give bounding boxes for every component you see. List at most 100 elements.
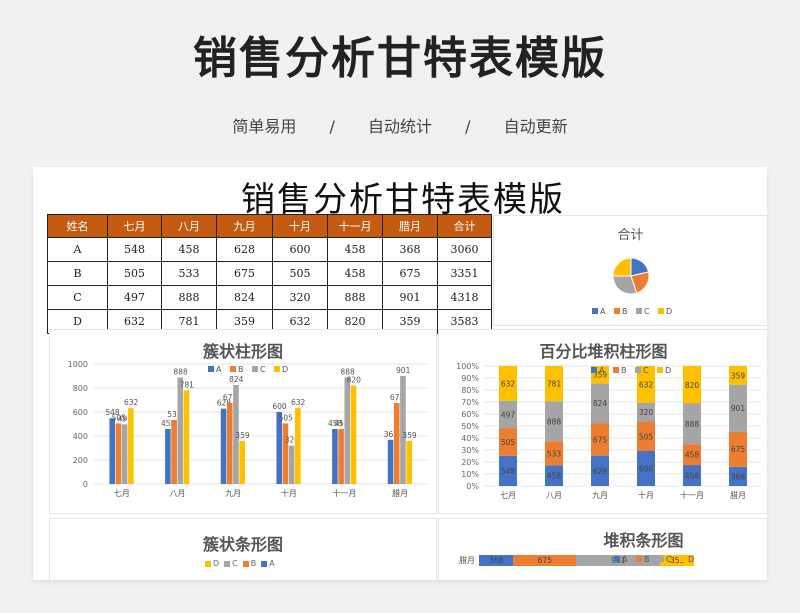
- table-cell[interactable]: 628: [216, 237, 273, 262]
- table-cell[interactable]: 533: [161, 261, 217, 286]
- data-label: 820: [685, 381, 700, 390]
- table-cell[interactable]: 320: [272, 285, 328, 310]
- bar: [165, 429, 171, 484]
- table-cell[interactable]: 675: [216, 261, 273, 286]
- table-cell[interactable]: 497: [107, 285, 162, 310]
- x-tick-label: 九月: [225, 489, 241, 498]
- table-cell[interactable]: B: [47, 261, 108, 286]
- table-cell[interactable]: 548: [107, 237, 162, 262]
- table-cell[interactable]: 888: [161, 285, 217, 310]
- column-header[interactable]: 合计: [437, 214, 492, 238]
- x-tick-label: 腊月: [730, 491, 746, 500]
- table-cell[interactable]: 901: [382, 285, 438, 310]
- stacked-segment: [683, 444, 701, 466]
- chart-title: 百分比堆积柱形图: [539, 342, 668, 361]
- table-cell[interactable]: 3060: [437, 237, 492, 262]
- column-header[interactable]: 九月: [216, 214, 273, 238]
- table-cell[interactable]: 3351: [437, 261, 492, 286]
- legend-label: A: [269, 559, 275, 568]
- legend-swatch: [208, 366, 214, 372]
- bar: [338, 429, 344, 484]
- clustered-bar-panel[interactable]: 簇状条形图 D C B A: [49, 518, 437, 580]
- data-label: 359: [235, 431, 250, 440]
- clustered-column-panel[interactable]: 簇状柱形图 0 200 400 600 800 1000 548 505 497 632 七月 458…: [49, 329, 437, 514]
- x-tick-label: 七月: [500, 491, 516, 500]
- data-label: 359: [670, 556, 685, 565]
- pie-slice: [612, 257, 632, 277]
- legend-swatch: [636, 556, 642, 562]
- column-header[interactable]: 姓名: [47, 214, 108, 238]
- data-label: 675: [538, 556, 553, 565]
- spreadsheet-preview: 销售分析甘特表模版 姓名 七月 八月 九月 十月 十一月 腊月 合计 A 548…: [33, 167, 767, 580]
- table-cell[interactable]: 4318: [437, 285, 492, 310]
- legend-label: D: [666, 307, 672, 316]
- percent-stacked-column-chart: 0% 10% 20% 30% 40% 50% 60% 70% 80% 90% 100% 548 505 4…: [456, 362, 761, 500]
- column-header[interactable]: 十一月: [327, 214, 383, 238]
- y-tick-label: 30%: [461, 446, 479, 455]
- stacked-segment: [683, 366, 701, 404]
- stacked-bar-panel[interactable]: 堆积条形图 腊月368675901359ABCD: [438, 518, 767, 580]
- table-cell[interactable]: 505: [107, 261, 162, 286]
- data-label: 675: [593, 435, 608, 444]
- table-cell[interactable]: 505: [272, 261, 328, 286]
- table-cell[interactable]: A: [47, 237, 108, 262]
- legend-label: C: [260, 365, 266, 374]
- y-tick-label: 400: [73, 432, 88, 441]
- legend-swatch: [614, 556, 620, 562]
- y-tick-label: 10%: [461, 470, 479, 479]
- data-label: 359: [731, 371, 746, 380]
- bar: [220, 408, 227, 484]
- table-cell[interactable]: 600: [272, 237, 328, 262]
- y-tick-label: 90%: [461, 374, 479, 383]
- percent-stacked-panel[interactable]: 百分比堆积柱形图 0% 10% 20% 30% 40% 50% 60% 70% 80% 90% 10…: [438, 329, 767, 514]
- page-title: 销售分析甘特表模版: [193, 33, 607, 84]
- table-cell[interactable]: 368: [382, 237, 438, 262]
- legend-swatch: [658, 308, 664, 314]
- column-header[interactable]: 七月: [107, 214, 162, 238]
- tag-auto-update: 自动更新: [503, 117, 568, 136]
- data-label: 632: [501, 379, 516, 388]
- y-tick-label: 100%: [456, 362, 479, 371]
- chart-title: 簇状条形图: [202, 535, 283, 554]
- data-label: 781: [547, 380, 562, 389]
- column-header[interactable]: 腊月: [382, 214, 438, 238]
- legend-label: B: [238, 365, 244, 374]
- data-label: 320: [285, 436, 300, 445]
- chart-title: 合计: [617, 228, 644, 243]
- pie-chart: A B C D: [592, 257, 672, 316]
- column-header[interactable]: 十月: [272, 214, 328, 238]
- data-label: 548: [501, 467, 516, 476]
- legend-swatch: [252, 366, 258, 372]
- pie-chart-panel[interactable]: 合计 A B C D: [493, 215, 767, 326]
- table-cell[interactable]: 675: [382, 261, 438, 286]
- legend-swatch: [636, 308, 642, 314]
- data-label: 458: [161, 419, 176, 428]
- y-tick-label: 40%: [461, 434, 479, 443]
- x-tick-label: 七月: [114, 489, 130, 498]
- data-label: 824: [229, 375, 244, 384]
- stacked-segment: [729, 366, 747, 385]
- table-cell[interactable]: 458: [327, 237, 383, 262]
- chart-title: 堆积条形图: [603, 531, 684, 550]
- legend-swatch: [591, 367, 597, 373]
- column-header[interactable]: 八月: [161, 214, 217, 238]
- table-cell[interactable]: 458: [161, 237, 217, 262]
- table-cell[interactable]: 824: [216, 285, 273, 310]
- data-label: 533: [167, 410, 182, 419]
- y-tick-label: 50%: [461, 422, 479, 431]
- bar: [226, 403, 233, 484]
- data-label: 458: [685, 451, 700, 460]
- table-cell[interactable]: 458: [327, 261, 383, 286]
- stacked-segment: [637, 450, 655, 486]
- sheet-title: 销售分析甘特表模版: [241, 180, 565, 220]
- legend-swatch: [205, 560, 211, 567]
- stacked-segment: [591, 383, 609, 424]
- table-cell[interactable]: 888: [327, 285, 383, 310]
- stacked-segment: [637, 366, 655, 403]
- table-cell[interactable]: C: [47, 285, 108, 310]
- table-row: C 497 888 824 320 888 901 4318: [47, 285, 492, 310]
- data-label: 675: [390, 393, 405, 402]
- x-tick-label: 十月: [638, 490, 654, 500]
- legend-label: D: [688, 555, 694, 564]
